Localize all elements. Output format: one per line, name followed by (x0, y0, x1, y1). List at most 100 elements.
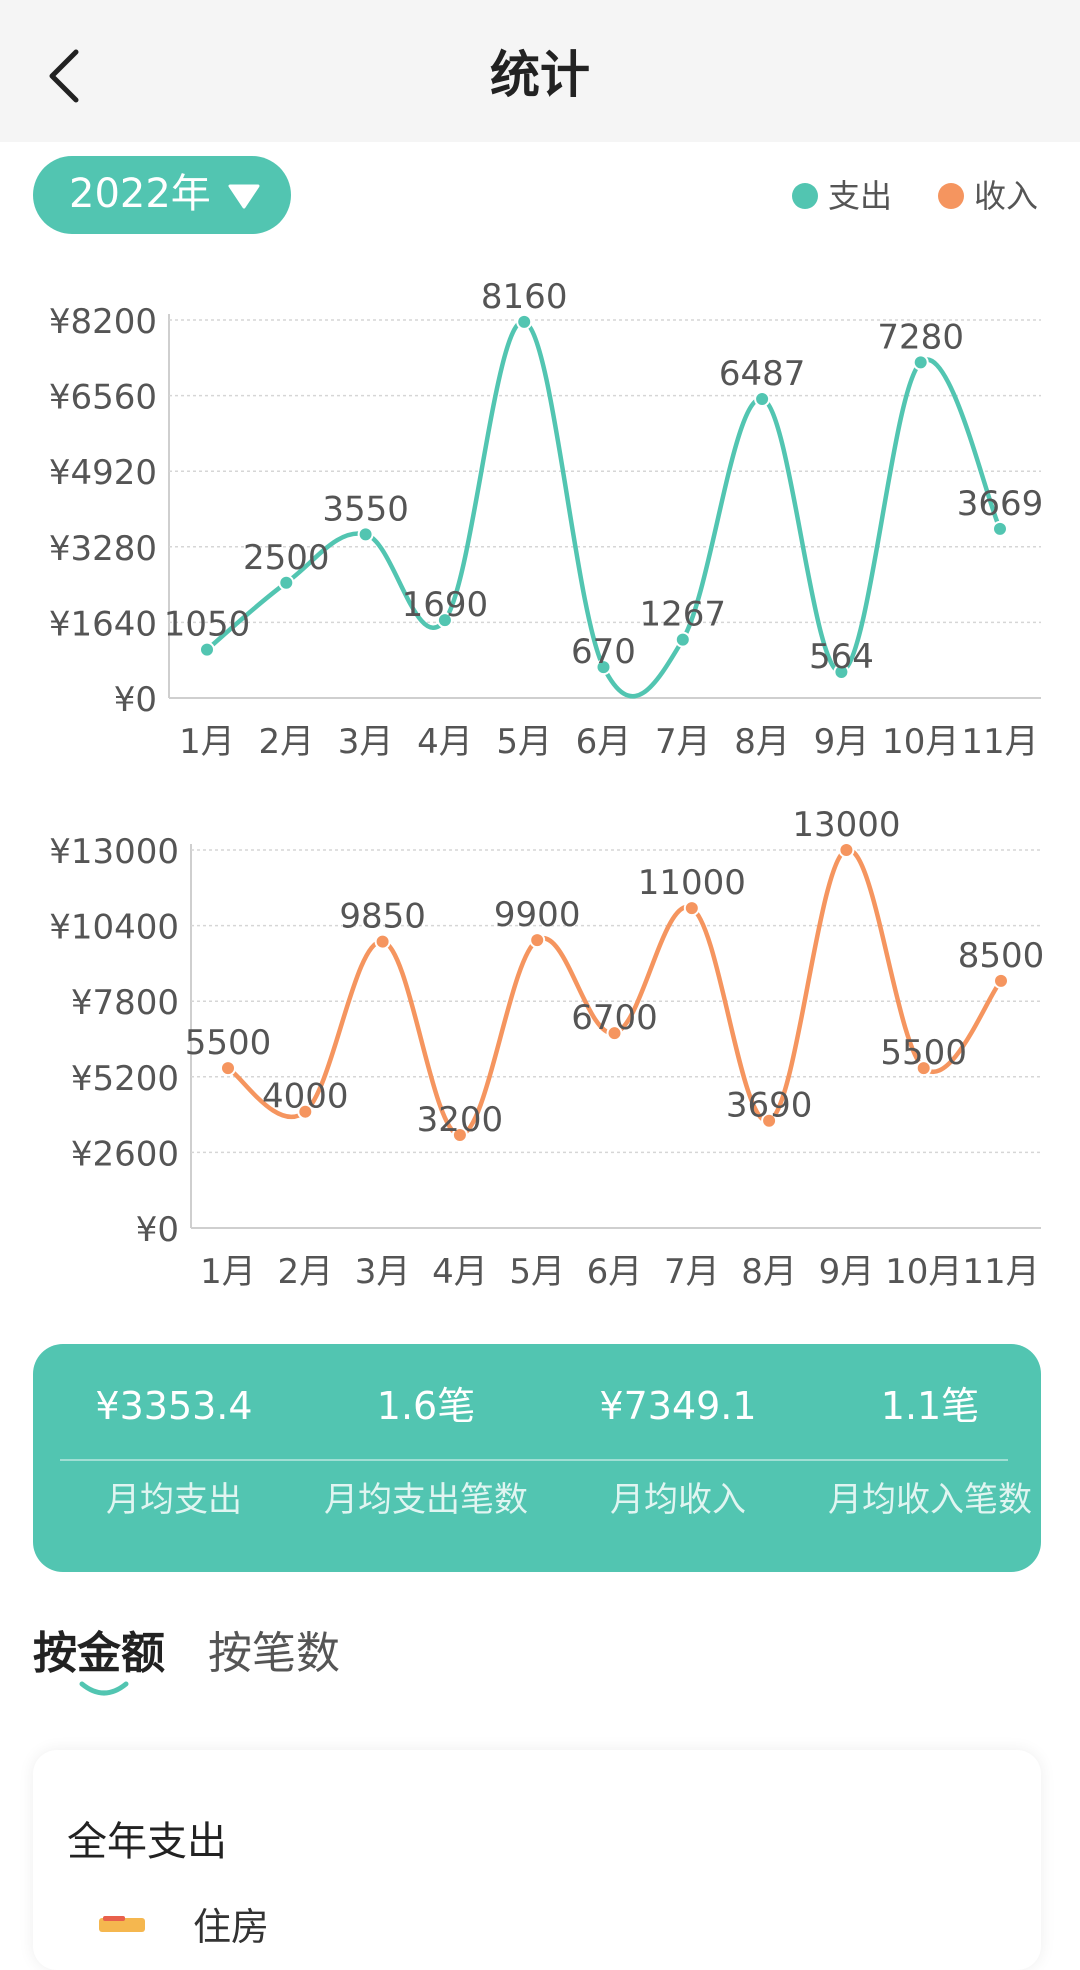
tab-by-amount[interactable]: 按金额 (33, 1628, 165, 1679)
expense-data-label: 3550 (322, 489, 409, 529)
year-selector[interactable]: 2022年 (33, 156, 291, 234)
legend-expense-dot (792, 183, 818, 209)
income-x-tick-label: 6月 (587, 1252, 643, 1292)
avg-expense-value: ¥3353.4 (95, 1384, 253, 1428)
income-data-point[interactable] (529, 932, 546, 949)
expense-x-tick-label: 2月 (258, 722, 314, 762)
expense-data-label: 2500 (243, 538, 330, 578)
income-data-label: 4000 (262, 1077, 349, 1117)
tab-active-indicator (79, 1681, 129, 1696)
legend-expense-label: 支出 (828, 177, 893, 215)
expense-x-tick-label: 5月 (496, 722, 552, 762)
income-data-point[interactable] (374, 933, 391, 950)
income-y-tick-label: ¥0 (136, 1210, 179, 1250)
expense-data-point[interactable] (992, 520, 1008, 537)
back-arrow-icon[interactable] (44, 46, 94, 106)
annual-expense-title: 全年支出 (67, 1819, 227, 1865)
monthly-summary-card: ¥3353.4 1.6笔 ¥7349.1 1.1笔 月均支出 月均支出笔数 月均… (33, 1344, 1041, 1572)
income-data-point[interactable] (297, 1103, 314, 1120)
expense-data-label: 564 (809, 637, 874, 677)
expense-data-point[interactable] (278, 574, 295, 591)
expense-data-label: 7280 (877, 317, 964, 357)
expense-y-tick-label: ¥4920 (49, 453, 157, 493)
expense-y-tick-label: ¥3280 (49, 529, 157, 569)
income-line-chart: ¥0 ¥2600 ¥5200 ¥7800 ¥10400 ¥13000 1月 2月 3月 4月 5月 6… (49, 805, 1044, 1292)
expense-x-tick-label: 9月 (814, 722, 870, 762)
expense-x-tick-label: 7月 (655, 722, 711, 762)
expense-y-tick-label: ¥0 (114, 680, 157, 720)
expense-x-tick-label: 3月 (338, 722, 394, 762)
expense-series-line (205, 319, 1003, 699)
income-data-label: 3690 (726, 1086, 813, 1126)
avg-income-count-value: 1.1笔 (880, 1384, 980, 1428)
expense-data-point[interactable] (754, 390, 771, 407)
income-x-tick-label: 7月 (664, 1252, 720, 1292)
income-x-tick-label: 3月 (355, 1252, 411, 1292)
legend-expense: 支出 (792, 174, 892, 222)
income-data-point[interactable] (915, 1060, 932, 1077)
expense-x-tick-label: 8月 (734, 722, 790, 762)
expense-data-label: 670 (571, 632, 636, 672)
income-data-label: 13000 (792, 805, 900, 845)
expense-data-label: 8160 (481, 277, 568, 317)
expense-data-point[interactable] (912, 354, 929, 371)
expense-x-tick-label: 1月 (179, 722, 235, 762)
expense-line-chart: ¥0 ¥1640 ¥3280 ¥4920 ¥6560 ¥8200 1月 2月 3月 4月 5月 6月 7… (49, 277, 1044, 762)
income-data-label: 3200 (417, 1100, 504, 1140)
dropdown-triangle-icon (228, 184, 260, 209)
tab-by-count[interactable]: 按笔数 (208, 1628, 340, 1679)
expense-data-point[interactable] (199, 641, 215, 658)
expense-y-tick-label: ¥1640 (49, 604, 157, 644)
income-y-tick-label: ¥5200 (71, 1059, 179, 1099)
income-data-point[interactable] (451, 1126, 468, 1143)
income-x-tick-label: 11月 (962, 1252, 1039, 1292)
annual-expense-card: 全年支出 住房 (33, 1750, 1041, 1970)
legend-income-dot (938, 183, 964, 209)
expense-x-tick-label: 10月 (882, 722, 959, 762)
income-x-tick-label: 8月 (741, 1252, 797, 1292)
income-data-point[interactable] (220, 1060, 236, 1077)
income-y-tick-label: ¥13000 (49, 832, 179, 872)
expense-data-point[interactable] (595, 659, 612, 676)
expense-data-point[interactable] (833, 664, 850, 681)
expense-data-point[interactable] (357, 526, 374, 543)
expense-data-point[interactable] (436, 612, 453, 629)
legend-income: 收入 (938, 174, 1038, 222)
avg-expense-label: 月均支出 (106, 1480, 242, 1520)
income-data-label: 11000 (638, 863, 746, 903)
income-x-tick-label: 10月 (885, 1252, 962, 1292)
avg-income-value: ¥7349.1 (599, 1384, 757, 1428)
income-data-point[interactable] (993, 972, 1009, 989)
avg-expense-count-value: 1.6笔 (376, 1384, 476, 1428)
income-data-point[interactable] (838, 842, 855, 858)
expense-data-label: 3669 (957, 484, 1044, 524)
expense-data-label: 1050 (164, 605, 251, 645)
income-data-point[interactable] (761, 1112, 778, 1129)
income-x-tick-label: 5月 (509, 1252, 565, 1292)
avg-income-count-label: 月均收入笔数 (828, 1480, 1032, 1520)
expense-data-label: 6487 (719, 354, 806, 394)
expense-y-tick-label: ¥8200 (49, 302, 157, 342)
income-y-tick-label: ¥2600 (71, 1134, 179, 1174)
page-title: 统计 (490, 46, 590, 104)
income-data-point[interactable] (606, 1025, 623, 1042)
expense-x-tick-label: 11月 (961, 722, 1038, 762)
income-x-tick-label: 2月 (277, 1252, 333, 1292)
income-y-tick-label: ¥10400 (49, 908, 179, 948)
expense-data-point[interactable] (674, 631, 691, 648)
expense-x-tick-label: 4月 (417, 722, 473, 762)
income-data-label: 5500 (880, 1033, 967, 1073)
expense-x-tick-label: 6月 (576, 722, 632, 762)
income-data-label: 9900 (494, 895, 581, 935)
expense-data-point[interactable] (516, 313, 533, 330)
expense-data-label: 1267 (640, 595, 727, 635)
income-data-point[interactable] (683, 900, 700, 917)
income-data-label: 9850 (339, 897, 426, 937)
income-data-label: 6700 (571, 998, 658, 1038)
year-label: 2022年 (69, 171, 211, 217)
income-x-tick-label: 1月 (200, 1252, 256, 1292)
housing-category-icon (99, 1916, 145, 1932)
income-x-tick-label: 4月 (432, 1252, 488, 1292)
income-x-tick-label: 9月 (819, 1252, 875, 1292)
avg-income-label: 月均收入 (610, 1480, 746, 1520)
